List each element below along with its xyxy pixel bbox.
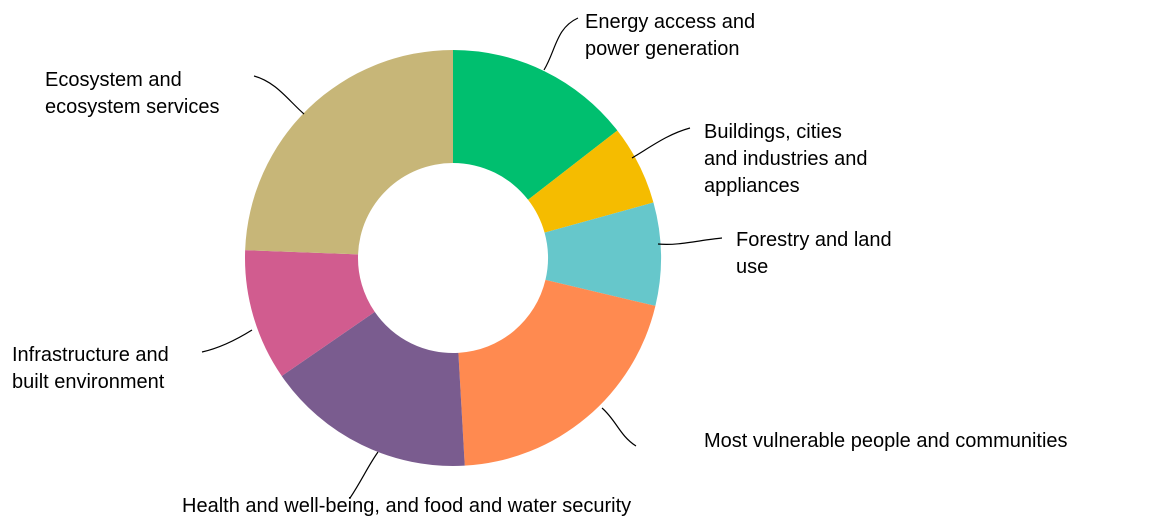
leader-line-health-and-well-being-and-food-and-water-security (349, 451, 379, 499)
slice-energy-access-and-power-generation (453, 50, 618, 200)
label-energy-access-and-power-generation: Energy access and power generation (585, 11, 755, 60)
label-line: built environment (12, 371, 165, 393)
slice-ecosystem-and-ecosystem-services (245, 50, 453, 255)
label-line: Forestry and land (736, 229, 892, 251)
label-line: Most vulnerable people and communities (704, 430, 1068, 452)
leader-line-buildings-cities-and-industries-and-appliances (631, 127, 691, 159)
label-line: Energy access and (585, 11, 755, 33)
label-line: appliances (704, 175, 800, 197)
label-buildings-cities-and-industries-and-appliances: Buildings, cities and industries and appli… (704, 121, 867, 197)
slice-forestry-and-land-use (544, 202, 661, 306)
labels-layer: Energy access and power generation Buildin… (12, 11, 1068, 517)
label-line: Ecosystem and (45, 69, 182, 91)
slices-layer (245, 50, 661, 466)
leader-line-infrastructure-and-built-environment (201, 329, 253, 353)
leader-lines-layer (201, 17, 723, 499)
label-line: power generation (585, 38, 740, 60)
leader-line-ecosystem-and-ecosystem-services (253, 75, 305, 115)
label-ecosystem-and-ecosystem-services: Ecosystem and ecosystem services (45, 69, 220, 118)
leader-line-most-vulnerable-people-and-communities (601, 407, 637, 447)
label-line: use (736, 256, 768, 278)
slice-health-and-well-being-and-food-and-water-security (281, 311, 465, 466)
label-most-vulnerable-people-and-communities: Most vulnerable people and communities (704, 430, 1068, 452)
label-infrastructure-and-built-environment: Infrastructure and built environment (12, 344, 169, 393)
slice-most-vulnerable-people-and-communities (458, 279, 656, 466)
slice-buildings-cities-and-industries-and-appliances (528, 130, 654, 233)
label-line: Health and well-being, and food and wate… (182, 495, 631, 517)
slice-infrastructure-and-built-environment (245, 250, 375, 376)
label-line: Infrastructure and (12, 344, 169, 366)
label-forestry-and-land-use: Forestry and land use (736, 229, 892, 278)
label-line: and industries and (704, 148, 867, 170)
leader-line-forestry-and-land-use (657, 237, 723, 245)
label-health-and-well-being-and-food-and-water-security: Health and well-being, and food and wate… (182, 495, 631, 517)
label-line: ecosystem services (45, 96, 220, 118)
label-line: Buildings, cities (704, 121, 842, 143)
leader-line-energy-access-and-power-generation (543, 17, 579, 71)
